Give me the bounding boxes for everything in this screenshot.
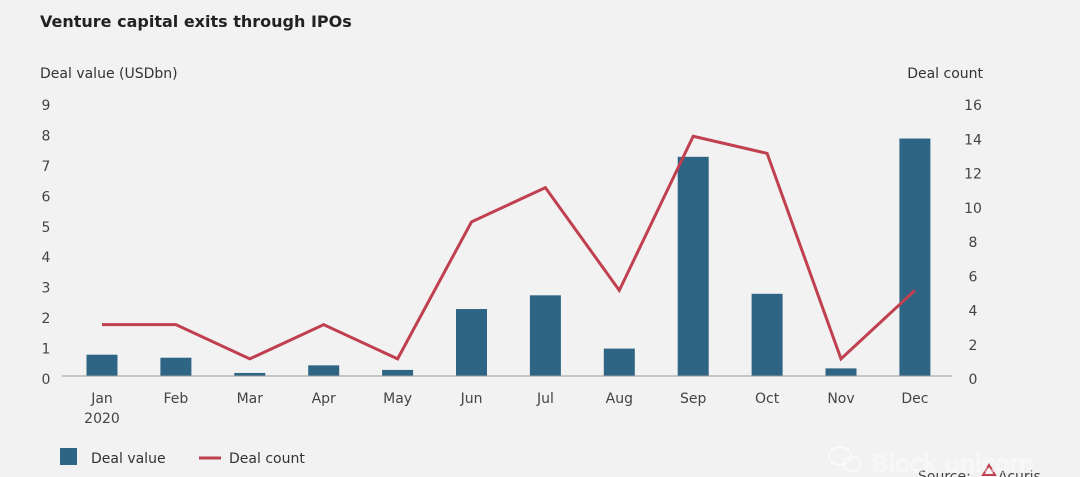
left-tick-label: 1 xyxy=(42,342,51,358)
left-tick-label: 9 xyxy=(42,98,51,114)
x-tick-label: Nov xyxy=(827,391,854,407)
right-tick-label: 14 xyxy=(964,132,982,148)
watermark-text: Block unicorn xyxy=(872,450,1034,477)
source-label: Source: xyxy=(918,469,971,477)
left-axis-label: Deal value (USDbn) xyxy=(40,66,178,82)
bar-may xyxy=(382,369,414,376)
bar-dec xyxy=(899,138,931,376)
bar-aug xyxy=(603,348,635,376)
bar-jul xyxy=(529,295,561,376)
x-year-label: 2020 xyxy=(84,411,120,427)
right-axis-label: Deal count xyxy=(907,66,983,82)
right-tick-label: 4 xyxy=(969,304,978,320)
left-tick-label: 6 xyxy=(42,189,51,205)
x-tick-label: Sep xyxy=(680,391,707,407)
watermark: Block unicorn xyxy=(828,446,1035,477)
left-tick-label: 2 xyxy=(42,311,51,327)
bar-mar xyxy=(234,372,266,376)
left-tick-label: 7 xyxy=(42,159,51,175)
right-tick-label: 6 xyxy=(969,269,978,285)
left-tick-label: 0 xyxy=(42,372,51,388)
right-tick-label: 10 xyxy=(964,201,982,217)
left-tick-label: 8 xyxy=(42,128,51,144)
acuris-logo-icon xyxy=(981,463,997,476)
left-tick-label: 4 xyxy=(42,250,51,266)
source-name: Acuris xyxy=(998,469,1041,477)
bar-oct xyxy=(751,293,783,376)
legend-deal-count: Deal count xyxy=(229,451,305,467)
left-tick-label: 3 xyxy=(42,281,51,297)
left-tick-label: 5 xyxy=(42,220,51,236)
x-tick-label: Apr xyxy=(312,391,336,407)
legend-deal-value: Deal value xyxy=(91,451,166,467)
x-tick-label: Dec xyxy=(901,391,928,407)
x-tick-label: Jul xyxy=(536,391,554,407)
chart-title: Venture capital exits through IPOs xyxy=(40,12,352,31)
bar-feb xyxy=(160,357,192,376)
right-tick-label: 2 xyxy=(969,338,978,354)
x-tick-label: Aug xyxy=(606,391,633,407)
x-tick-label: Mar xyxy=(237,391,264,407)
x-tick-label: Jan xyxy=(90,391,113,407)
x-tick-label: Oct xyxy=(755,391,780,407)
x-tick-label: May xyxy=(383,391,412,407)
legend: Deal value Deal count xyxy=(60,448,305,467)
right-tick-label: 0 xyxy=(969,372,978,388)
right-tick-label: 16 xyxy=(964,98,982,114)
right-tick-label: 12 xyxy=(964,167,982,183)
bar-nov xyxy=(825,368,857,376)
bar-apr xyxy=(308,365,340,376)
x-tick-label: Jun xyxy=(460,391,483,407)
right-tick-label: 8 xyxy=(969,235,978,251)
legend-bar-swatch xyxy=(60,448,77,465)
bar-jun xyxy=(456,309,487,376)
wechat-icon xyxy=(828,446,862,472)
bar-jan xyxy=(86,354,118,376)
deal-count-line xyxy=(102,134,916,362)
bar-sep xyxy=(677,156,709,376)
x-tick-label: Feb xyxy=(164,391,189,407)
